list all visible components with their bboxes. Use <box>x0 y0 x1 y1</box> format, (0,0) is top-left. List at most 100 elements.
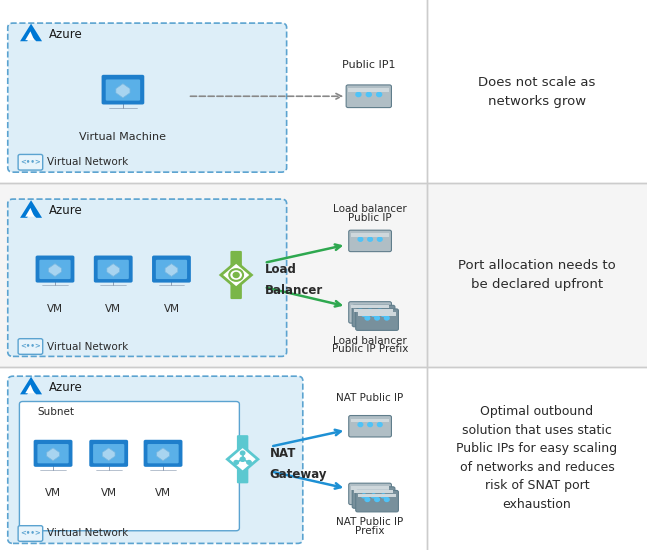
Circle shape <box>367 309 373 313</box>
Circle shape <box>234 460 239 464</box>
Text: Azure: Azure <box>49 204 82 217</box>
Circle shape <box>362 312 366 316</box>
FancyBboxPatch shape <box>349 230 391 251</box>
FancyBboxPatch shape <box>98 260 129 279</box>
FancyBboxPatch shape <box>36 256 74 283</box>
FancyBboxPatch shape <box>352 487 395 508</box>
FancyBboxPatch shape <box>93 444 124 463</box>
Circle shape <box>365 498 369 502</box>
Text: Public IP Prefix: Public IP Prefix <box>332 344 408 354</box>
FancyBboxPatch shape <box>89 440 128 467</box>
Circle shape <box>240 457 245 461</box>
Text: Public IP: Public IP <box>348 213 392 223</box>
Circle shape <box>377 92 382 97</box>
FancyBboxPatch shape <box>19 402 239 531</box>
Polygon shape <box>20 200 42 218</box>
FancyBboxPatch shape <box>349 483 391 505</box>
FancyBboxPatch shape <box>346 85 391 108</box>
Text: Virtual Network: Virtual Network <box>47 157 128 167</box>
Circle shape <box>377 422 382 427</box>
FancyBboxPatch shape <box>34 440 72 467</box>
Circle shape <box>241 451 245 455</box>
FancyBboxPatch shape <box>237 435 248 483</box>
Polygon shape <box>227 446 258 472</box>
Circle shape <box>358 237 363 241</box>
Circle shape <box>371 312 376 316</box>
FancyBboxPatch shape <box>39 260 71 279</box>
Text: Azure: Azure <box>49 28 82 41</box>
FancyBboxPatch shape <box>0 0 647 183</box>
FancyBboxPatch shape <box>356 491 399 512</box>
FancyBboxPatch shape <box>156 260 187 279</box>
FancyBboxPatch shape <box>0 367 647 550</box>
FancyBboxPatch shape <box>0 183 647 367</box>
FancyBboxPatch shape <box>144 440 182 467</box>
FancyBboxPatch shape <box>230 251 242 299</box>
FancyBboxPatch shape <box>18 155 43 170</box>
Polygon shape <box>157 448 170 461</box>
Polygon shape <box>107 263 120 277</box>
Text: Does not scale as
networks grow: Does not scale as networks grow <box>478 76 596 108</box>
Text: Balancer: Balancer <box>265 284 324 297</box>
Polygon shape <box>25 208 34 217</box>
Text: Gateway: Gateway <box>270 468 327 481</box>
FancyBboxPatch shape <box>354 309 393 312</box>
Circle shape <box>358 309 363 313</box>
FancyBboxPatch shape <box>38 444 69 463</box>
Circle shape <box>233 272 239 278</box>
Circle shape <box>381 312 386 316</box>
FancyBboxPatch shape <box>351 487 389 490</box>
Circle shape <box>371 494 376 498</box>
FancyBboxPatch shape <box>8 23 287 172</box>
Polygon shape <box>49 263 61 277</box>
Text: VM: VM <box>164 304 179 314</box>
FancyBboxPatch shape <box>352 305 395 327</box>
Circle shape <box>381 494 386 498</box>
Text: <••>: <••> <box>20 344 41 349</box>
FancyBboxPatch shape <box>18 526 43 541</box>
FancyBboxPatch shape <box>349 416 391 437</box>
Text: Virtual Machine: Virtual Machine <box>80 132 166 142</box>
Circle shape <box>358 422 363 427</box>
Circle shape <box>377 309 382 313</box>
FancyBboxPatch shape <box>351 305 389 308</box>
Circle shape <box>375 498 379 502</box>
Text: <••>: <••> <box>20 160 41 165</box>
Text: <••>: <••> <box>20 531 41 536</box>
Text: Virtual Network: Virtual Network <box>47 342 128 351</box>
Text: VM: VM <box>45 488 61 498</box>
FancyBboxPatch shape <box>105 79 140 101</box>
Text: NAT Public IP: NAT Public IP <box>336 517 404 527</box>
Circle shape <box>356 92 361 97</box>
FancyBboxPatch shape <box>358 312 397 316</box>
Text: VM: VM <box>155 488 171 498</box>
Text: Subnet: Subnet <box>38 407 74 417</box>
Circle shape <box>367 490 373 494</box>
Circle shape <box>377 237 382 241</box>
Polygon shape <box>116 84 130 98</box>
Text: Public IP1: Public IP1 <box>342 60 395 70</box>
Circle shape <box>367 237 373 241</box>
Circle shape <box>384 498 389 502</box>
Circle shape <box>377 490 382 494</box>
FancyBboxPatch shape <box>8 199 287 356</box>
Circle shape <box>362 494 366 498</box>
Text: VM: VM <box>47 304 63 314</box>
Text: VM: VM <box>101 488 116 498</box>
Polygon shape <box>25 31 34 40</box>
Text: Load balancer: Load balancer <box>333 205 407 214</box>
Polygon shape <box>20 24 42 41</box>
FancyBboxPatch shape <box>348 89 389 92</box>
Polygon shape <box>47 448 60 461</box>
FancyBboxPatch shape <box>148 444 179 463</box>
Text: Load: Load <box>265 263 297 276</box>
FancyBboxPatch shape <box>356 309 399 331</box>
Polygon shape <box>165 263 178 277</box>
Text: Prefix: Prefix <box>355 526 385 536</box>
FancyBboxPatch shape <box>8 376 303 543</box>
Circle shape <box>367 422 373 427</box>
FancyBboxPatch shape <box>349 301 391 323</box>
FancyBboxPatch shape <box>94 256 133 283</box>
Text: VM: VM <box>105 304 121 314</box>
Polygon shape <box>221 262 252 288</box>
